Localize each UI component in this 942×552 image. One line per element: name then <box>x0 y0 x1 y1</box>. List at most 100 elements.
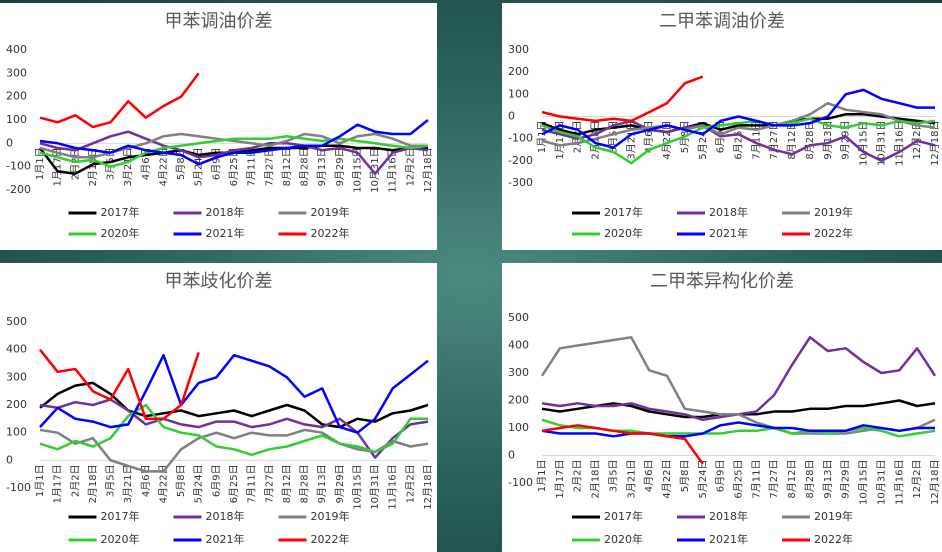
x-tick-label: 10月15日 <box>351 464 363 509</box>
x-tick-label: 4月22日 <box>661 460 673 499</box>
x-tick-label: 3月21日 <box>122 147 134 186</box>
x-tick-label: 1月1日 <box>536 460 548 493</box>
legend-label: 2021年 <box>206 226 245 240</box>
series-line <box>541 424 704 465</box>
x-tick-label: 8月28日 <box>299 147 311 186</box>
y-tick-label: -100 <box>6 160 31 173</box>
x-tick-label: 11月16日 <box>893 460 905 505</box>
series-line <box>39 403 428 457</box>
x-tick-label: 11月16日 <box>387 464 399 509</box>
chart-title: 二甲苯异构化价差 <box>650 271 794 292</box>
x-tick-label: 5月24日 <box>697 460 709 499</box>
x-tick-label: 5月8日 <box>679 460 691 493</box>
y-tick-label: 200 <box>508 65 529 78</box>
x-tick-label: 12月2日 <box>404 464 416 503</box>
x-tick-label: 2月2日 <box>69 147 81 180</box>
x-tick-label: 9月13日 <box>316 147 328 186</box>
y-tick-label: -200 <box>508 154 533 167</box>
legend-label: 2020年 <box>604 226 643 240</box>
y-tick-label: 100 <box>508 421 529 434</box>
legend-label: 2022年 <box>814 226 853 240</box>
x-tick-label: 12月18日 <box>422 147 434 192</box>
series-line <box>541 88 935 149</box>
x-tick-label: 3月5日 <box>105 147 117 180</box>
x-tick-label: 10月15日 <box>858 460 870 505</box>
x-tick-label: 8月28日 <box>804 460 816 499</box>
series-line <box>541 119 936 163</box>
y-tick-label: 0 <box>508 449 515 462</box>
chart-title: 甲苯调油价差 <box>165 11 273 32</box>
chart-title: 甲苯歧化价差 <box>165 271 273 292</box>
y-tick-label: 300 <box>508 43 529 56</box>
legend-label: 2017年 <box>604 205 643 219</box>
y-tick-label: -100 <box>508 132 533 145</box>
series-line <box>541 421 935 438</box>
series-line <box>39 381 429 429</box>
y-tick-label: 400 <box>6 343 27 356</box>
y-tick-label: 0 <box>6 453 13 466</box>
legend-label: 2022年 <box>814 532 853 546</box>
legend-label: 2019年 <box>814 509 853 523</box>
legend-label: 2021年 <box>709 226 748 240</box>
x-tick-label: 10月31日 <box>875 460 887 505</box>
y-tick-label: 200 <box>6 398 27 411</box>
chart-panel: 甲苯歧化价差 -100 0 100 200 300 400 500 1月1日 1月17日 2月2日 2… <box>0 263 437 552</box>
x-tick-label: 8月28日 <box>299 464 311 503</box>
series-line <box>39 398 429 459</box>
x-tick-label: 10月31日 <box>369 464 381 509</box>
series-line <box>541 75 704 123</box>
legend-label: 2017年 <box>604 509 643 523</box>
x-tick-label: 10月31日 <box>369 147 381 192</box>
legend-label: 2020年 <box>101 532 140 546</box>
x-tick-label: 12月2日 <box>404 147 416 186</box>
x-tick-label: 5月8日 <box>175 464 187 497</box>
legend-label: 2019年 <box>814 205 853 219</box>
x-tick-label: 9月13日 <box>316 464 328 503</box>
x-tick-label: 11月16日 <box>893 121 905 166</box>
x-tick-label: 2月2日 <box>572 460 584 493</box>
legend-label: 2018年 <box>206 509 245 523</box>
legend-label: 2021年 <box>206 532 245 546</box>
x-tick-label: 6月9日 <box>715 460 727 493</box>
x-tick-label: 9月29日 <box>334 147 346 186</box>
x-tick-label: 6月25日 <box>228 464 240 503</box>
x-tick-label: 6月25日 <box>733 121 745 160</box>
series-line <box>39 135 429 168</box>
x-tick-label: 1月17日 <box>52 464 64 503</box>
chart-title: 二甲苯调油价差 <box>659 11 785 32</box>
y-tick-label: 100 <box>6 426 27 439</box>
y-tick-label: 500 <box>6 315 27 328</box>
y-tick-label: 400 <box>508 339 529 352</box>
x-tick-label: 12月2日 <box>911 460 923 499</box>
x-tick-label: 4月22日 <box>157 147 169 186</box>
x-tick-label: 3月21日 <box>625 460 637 499</box>
x-tick-label: 12月18日 <box>929 460 941 505</box>
panel-background <box>0 263 437 552</box>
x-tick-label: 7月11日 <box>246 464 258 503</box>
x-tick-label: 9月29日 <box>334 464 346 503</box>
legend-label: 2017年 <box>101 509 140 523</box>
x-tick-label: 10月31日 <box>875 121 887 166</box>
x-tick-label: 12月18日 <box>422 464 434 509</box>
x-tick-label: 3月21日 <box>122 464 134 503</box>
x-tick-label: 7月27日 <box>768 460 780 499</box>
y-tick-label: 100 <box>6 113 27 126</box>
series-line <box>39 428 429 473</box>
y-tick-label: 300 <box>6 66 27 79</box>
x-tick-label: 9月13日 <box>822 121 834 160</box>
legend-label: 2022年 <box>311 226 350 240</box>
legend-label: 2022年 <box>311 532 350 546</box>
x-tick-label: 8月12日 <box>786 460 798 499</box>
series-line <box>541 117 936 165</box>
x-tick-label: 12月18日 <box>929 121 941 166</box>
legend-label: 2020年 <box>101 226 140 240</box>
x-tick-label: 3月5日 <box>105 464 117 497</box>
y-tick-label: 100 <box>508 87 529 100</box>
legend-label: 2019年 <box>311 509 350 523</box>
x-tick-label: 7月11日 <box>246 147 258 186</box>
y-tick-label: -100 <box>508 476 533 489</box>
x-tick-label: 1月1日 <box>536 121 548 154</box>
y-tick-label: 200 <box>6 90 27 103</box>
